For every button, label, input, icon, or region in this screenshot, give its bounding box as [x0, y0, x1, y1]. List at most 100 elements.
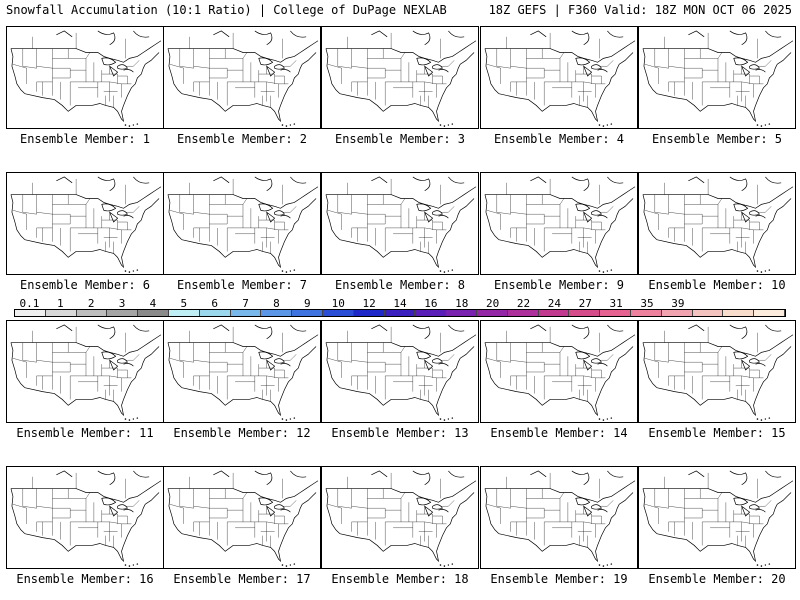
- ensemble-panel: Ensemble Member: 3: [321, 26, 479, 154]
- snowfall-map: [163, 26, 321, 129]
- snowfall-map: [6, 320, 164, 423]
- snowfall-map: [638, 26, 796, 129]
- colorbar-tick-label: 12: [362, 297, 376, 310]
- ensemble-member-label: Ensemble Member: 3: [334, 132, 466, 146]
- colorbar-swatch: [107, 310, 139, 316]
- colorbar-bar: [14, 309, 786, 317]
- ensemble-panel: Ensemble Member: 9: [480, 172, 638, 300]
- ensemble-panel: Ensemble Member: 15: [638, 320, 796, 448]
- colorbar-tick-label: 22: [516, 297, 531, 310]
- ensemble-panel: Ensemble Member: 4: [480, 26, 638, 154]
- snowfall-map: [6, 172, 164, 275]
- colorbar-swatch: [230, 310, 262, 316]
- colorbar-swatch: [569, 310, 601, 316]
- colorbar-tick-label: 24: [547, 297, 562, 310]
- colorbar-tick-label: 20: [486, 297, 500, 310]
- ensemble-panel: Ensemble Member: 16: [6, 466, 164, 594]
- ensemble-member-label: Ensemble Member: 5: [651, 132, 783, 146]
- snowfall-map: [638, 320, 796, 423]
- colorbar-swatch: [446, 310, 477, 316]
- snowfall-map: [321, 172, 479, 275]
- colorbar-tick-label: 14: [393, 297, 407, 310]
- colorbar-swatch: [15, 310, 46, 316]
- snowfall-map: [321, 466, 479, 569]
- snowfall-map: [480, 172, 638, 275]
- ensemble-member-label: Ensemble Member: 1: [19, 132, 151, 146]
- colorbar-tick-label: 1: [57, 297, 64, 310]
- ensemble-member-label: Ensemble Member: 14: [490, 426, 628, 440]
- colorbar-tick-label: 35: [640, 297, 654, 310]
- ensemble-panel: Ensemble Member: 7: [163, 172, 321, 300]
- ensemble-member-label: Ensemble Member: 12: [173, 426, 311, 440]
- colorbar-swatch: [415, 310, 447, 316]
- colorbar-tick-label: 8: [273, 297, 280, 310]
- ensemble-member-label: Ensemble Member: 16: [16, 572, 154, 586]
- snowfall-map: [163, 320, 321, 423]
- snowfall-map: [638, 172, 796, 275]
- ensemble-member-label: Ensemble Member: 15: [648, 426, 786, 440]
- colorbar-swatch: [538, 310, 570, 316]
- ensemble-member-label: Ensemble Member: 13: [331, 426, 469, 440]
- ensemble-member-label: Ensemble Member: 9: [493, 278, 625, 292]
- colorbar-swatch: [292, 310, 323, 316]
- colorbar-tick-label: 9: [304, 297, 311, 310]
- colorbar-swatch: [507, 310, 539, 316]
- colorbar-tick-label: 27: [578, 297, 592, 310]
- valid-time: 18Z GEFS | F360 Valid: 18Z MON OCT 06 20…: [488, 3, 792, 17]
- colorbar: 0.1 1 2 3 4 5 6 7 8 9 10 12 14 16 18 20 22 24 27 31 35 39: [14, 297, 786, 319]
- ensemble-member-label: Ensemble Member: 17: [173, 572, 311, 586]
- colorbar-swatch: [45, 310, 77, 316]
- ensemble-member-label: Ensemble Member: 7: [176, 278, 308, 292]
- colorbar-swatch: [476, 310, 508, 316]
- snowfall-map: [6, 26, 164, 129]
- ensemble-panel: Ensemble Member: 5: [638, 26, 796, 154]
- ensemble-member-label: Ensemble Member: 4: [493, 132, 625, 146]
- colorbar-swatch: [261, 310, 293, 316]
- colorbar-swatch: [138, 310, 169, 316]
- colorbar-swatch: [754, 310, 785, 316]
- ensemble-panel: Ensemble Member: 13: [321, 320, 479, 448]
- colorbar-swatch: [723, 310, 755, 316]
- snowfall-map: [6, 466, 164, 569]
- snowfall-map: [480, 26, 638, 129]
- ensemble-panel: Ensemble Member: 14: [480, 320, 638, 448]
- page-title: Snowfall Accumulation (10:1 Ratio) | Col…: [6, 3, 447, 17]
- ensemble-panel: Ensemble Member: 10: [638, 172, 796, 300]
- snowfall-map: [163, 466, 321, 569]
- ensemble-panel: Ensemble Member: 12: [163, 320, 321, 448]
- snowfall-map: [321, 26, 479, 129]
- snowfall-map: [480, 466, 638, 569]
- ensemble-member-label: Ensemble Member: 10: [648, 278, 786, 292]
- ensemble-member-label: Ensemble Member: 19: [490, 572, 628, 586]
- ensemble-member-label: Ensemble Member: 20: [648, 572, 786, 586]
- colorbar-tick-label: 4: [149, 297, 157, 310]
- colorbar-tick-label: 31: [609, 297, 623, 310]
- ensemble-member-label: Ensemble Member: 18: [331, 572, 469, 586]
- snowfall-map: [638, 466, 796, 569]
- ensemble-member-label: Ensemble Member: 6: [19, 278, 151, 292]
- ensemble-panel: Ensemble Member: 6: [6, 172, 164, 300]
- colorbar-swatch: [661, 310, 693, 316]
- ensemble-panel: Ensemble Member: 18: [321, 466, 479, 594]
- colorbar-tick-label: 6: [211, 297, 219, 310]
- colorbar-swatch: [692, 310, 724, 316]
- ensemble-panel: Ensemble Member: 17: [163, 466, 321, 594]
- colorbar-tick-label: 0.1: [19, 297, 40, 310]
- colorbar-tick-label: 5: [180, 297, 188, 310]
- colorbar-tick-label: 7: [242, 297, 249, 310]
- colorbar-swatch: [199, 310, 231, 316]
- snowfall-map: [480, 320, 638, 423]
- ensemble-member-label: Ensemble Member: 2: [176, 132, 308, 146]
- ensemble-panel: Ensemble Member: 1: [6, 26, 164, 154]
- ensemble-member-label: Ensemble Member: 11: [16, 426, 154, 440]
- colorbar-tick-label: 16: [424, 297, 438, 310]
- colorbar-swatch: [168, 310, 200, 316]
- colorbar-swatch: [322, 310, 354, 316]
- ensemble-member-label: Ensemble Member: 8: [334, 278, 466, 292]
- ensemble-panel: Ensemble Member: 2: [163, 26, 321, 154]
- colorbar-swatch: [384, 310, 416, 316]
- ensemble-panel: Ensemble Member: 8: [321, 172, 479, 300]
- colorbar-swatch: [76, 310, 108, 316]
- colorbar-swatch: [353, 310, 385, 316]
- ensemble-panel: Ensemble Member: 19: [480, 466, 638, 594]
